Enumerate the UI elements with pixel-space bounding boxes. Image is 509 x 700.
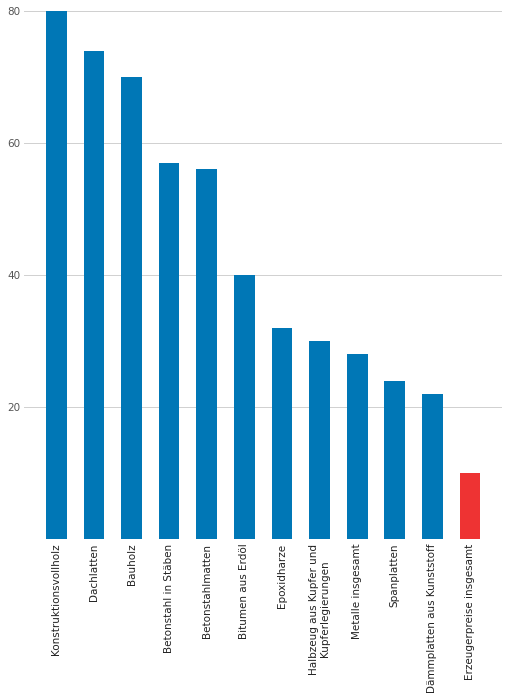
Bar: [121, 77, 142, 540]
Bar: [83, 50, 104, 540]
Bar: [196, 169, 217, 540]
Bar: [347, 354, 367, 540]
Bar: [460, 473, 480, 540]
Bar: [159, 163, 180, 540]
Bar: [272, 328, 292, 540]
Bar: [309, 341, 330, 540]
Bar: [46, 0, 67, 540]
Bar: [234, 275, 254, 540]
Bar: [384, 381, 405, 540]
Bar: [422, 394, 443, 540]
